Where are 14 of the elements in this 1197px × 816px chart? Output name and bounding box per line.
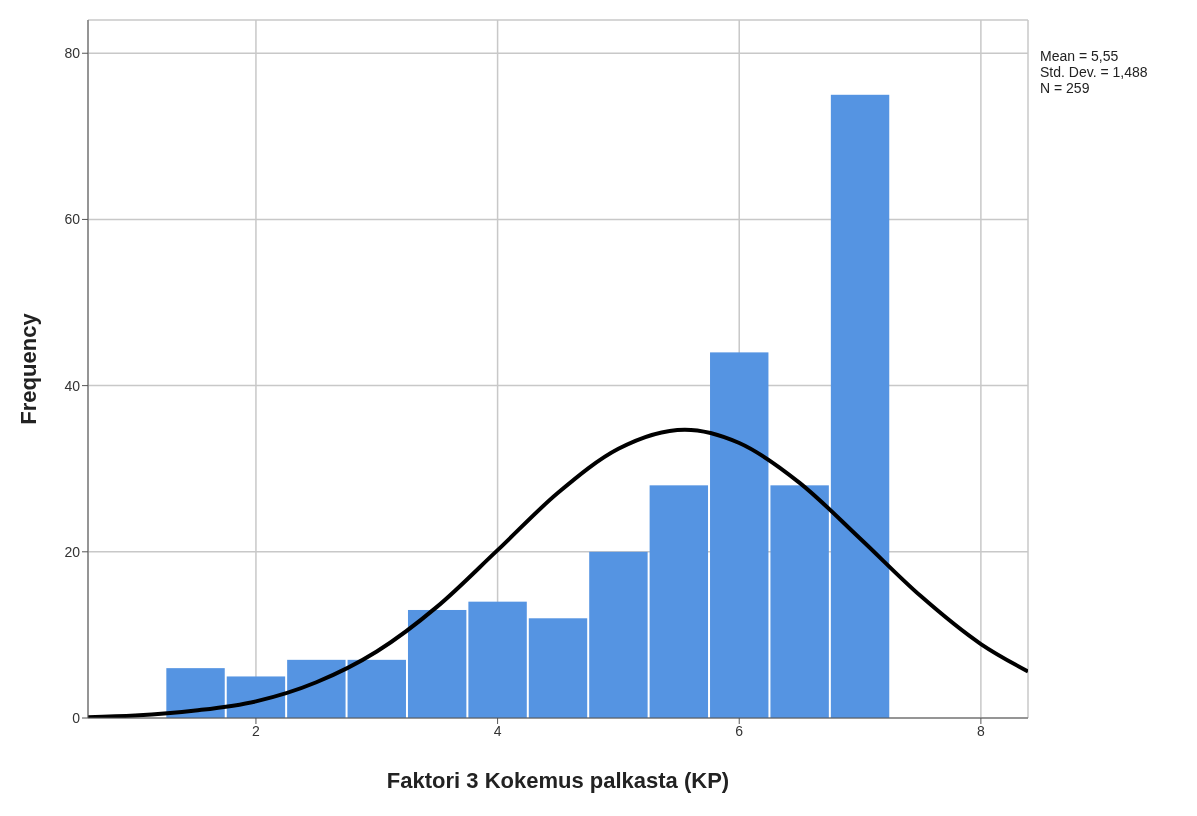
text: N = 259 [1040, 80, 1091, 96]
y-tick-label: 80 [64, 45, 81, 62]
text: Mean = 5,55 [1040, 48, 1120, 64]
x-tick-label: 2 [252, 722, 261, 739]
y-tick-label: 60 [64, 211, 81, 228]
text: Std. Dev. = 1,488 [1040, 64, 1148, 80]
x-tick-label: 8 [976, 722, 985, 739]
y-axis-title: Frequency [15, 312, 41, 425]
x-axis-title: Faktori 3 Kokemus palkasta (KP) [386, 768, 730, 793]
y-tick-label: 20 [64, 543, 81, 560]
y-tick-label: 40 [64, 377, 81, 394]
x-tick-label: 6 [735, 722, 744, 739]
x-tick-label: 4 [493, 722, 502, 739]
y-tick-label: 0 [72, 709, 81, 726]
